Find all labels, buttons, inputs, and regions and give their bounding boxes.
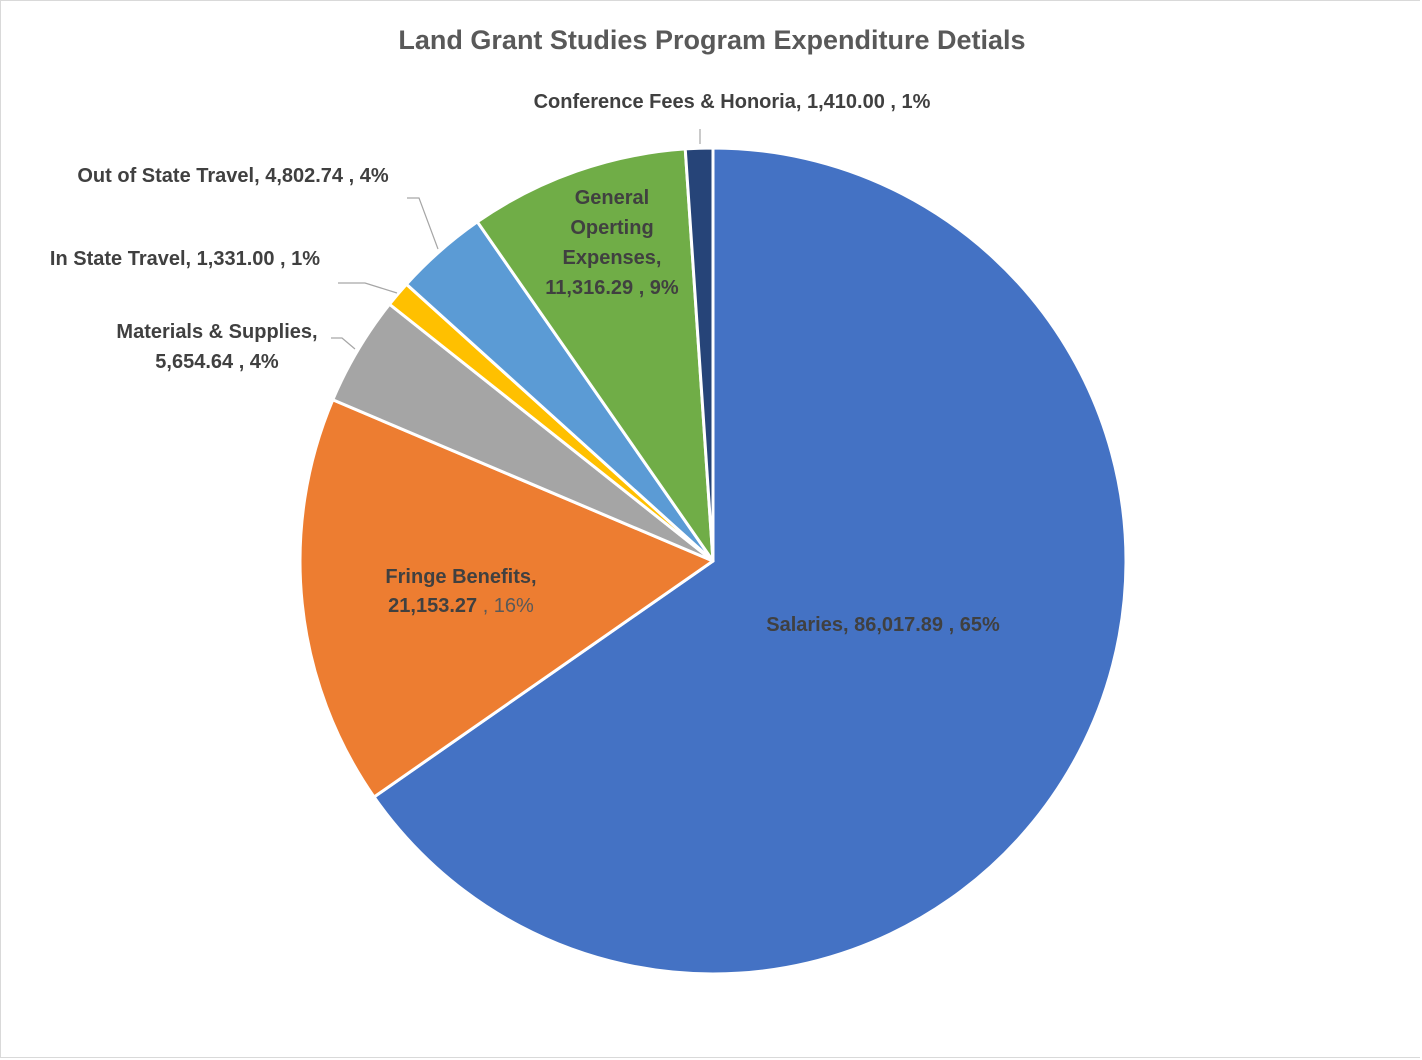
chart-title: Land Grant Studies Program Expenditure D… <box>398 25 1025 55</box>
pie-slice-salaries <box>372 146 1128 976</box>
data-label-materials-name: Materials & Supplies, <box>116 321 317 343</box>
pie-slice-conference-fees-honoria <box>683 146 715 563</box>
data-label-in-state-travel: In State Travel, 1,331.00 , 1% <box>50 248 320 270</box>
leader-line-out-state <box>407 197 439 250</box>
data-label-out-of-state-travel: Out of State Travel, 4,802.74 , 4% <box>77 165 388 187</box>
pie-slices <box>298 146 1128 976</box>
data-label-general-line1: General <box>575 187 649 209</box>
data-label-general-line3: Expenses, <box>563 247 662 269</box>
data-label-general-line4: 11,316.29 , 9% <box>545 277 679 299</box>
data-label-salaries: Salaries, 86,017.89 , 65% <box>766 614 1000 636</box>
data-label-conference-fees: Conference Fees & Honoria, 1,410.00 , 1% <box>534 91 931 113</box>
data-label-general-line2: Operting <box>570 217 653 239</box>
leader-line-in-state <box>338 282 398 294</box>
leader-line-materials <box>331 337 356 350</box>
data-label-fringe-benefits-value: 21,153.27 , 16% <box>388 595 534 617</box>
fringe-percent: , 16% <box>477 595 534 617</box>
leader-lines <box>331 129 701 350</box>
fringe-value: 21,153.27 <box>388 595 477 617</box>
data-labels: Salaries, 86,017.89 , 65% Fringe Benefit… <box>50 91 1000 636</box>
data-label-fringe-benefits-name: Fringe Benefits, <box>385 566 536 588</box>
pie-slice-fringe-benefits <box>298 398 715 799</box>
pie-slice-general-operting-expenses <box>475 147 715 563</box>
data-label-materials-value: 5,654.64 , 4% <box>155 351 279 373</box>
